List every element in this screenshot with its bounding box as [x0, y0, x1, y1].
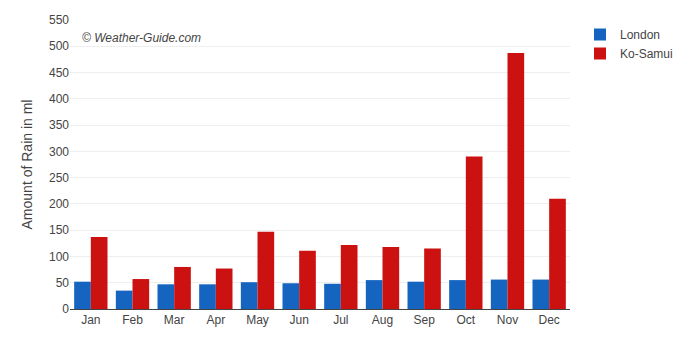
svg-text:450: 450 — [49, 66, 69, 80]
svg-text:0: 0 — [62, 302, 69, 316]
svg-text:200: 200 — [49, 197, 69, 211]
svg-text:250: 250 — [49, 171, 69, 185]
svg-text:© Weather-Guide.com: © Weather-Guide.com — [82, 31, 201, 45]
svg-text:Ko-Samui: Ko-Samui — [620, 47, 673, 61]
svg-text:Sep: Sep — [413, 313, 435, 327]
svg-text:Dec: Dec — [538, 313, 559, 327]
svg-text:London: London — [620, 28, 660, 42]
svg-text:Amount of Rain in ml: Amount of Rain in ml — [19, 100, 35, 230]
svg-text:100: 100 — [49, 250, 69, 264]
svg-text:550: 550 — [49, 13, 69, 27]
svg-text:Nov: Nov — [497, 313, 518, 327]
svg-text:Jul: Jul — [333, 313, 348, 327]
svg-text:500: 500 — [49, 39, 69, 53]
svg-text:Apr: Apr — [206, 313, 225, 327]
svg-text:Jun: Jun — [289, 313, 308, 327]
svg-text:May: May — [246, 313, 269, 327]
svg-text:Jan: Jan — [81, 313, 100, 327]
svg-text:400: 400 — [49, 92, 69, 106]
svg-text:50: 50 — [56, 276, 70, 290]
svg-text:Feb: Feb — [122, 313, 143, 327]
svg-text:Oct: Oct — [456, 313, 475, 327]
svg-text:150: 150 — [49, 223, 69, 237]
svg-text:Mar: Mar — [164, 313, 185, 327]
svg-text:300: 300 — [49, 145, 69, 159]
svg-text:350: 350 — [49, 118, 69, 132]
svg-text:Aug: Aug — [372, 313, 393, 327]
